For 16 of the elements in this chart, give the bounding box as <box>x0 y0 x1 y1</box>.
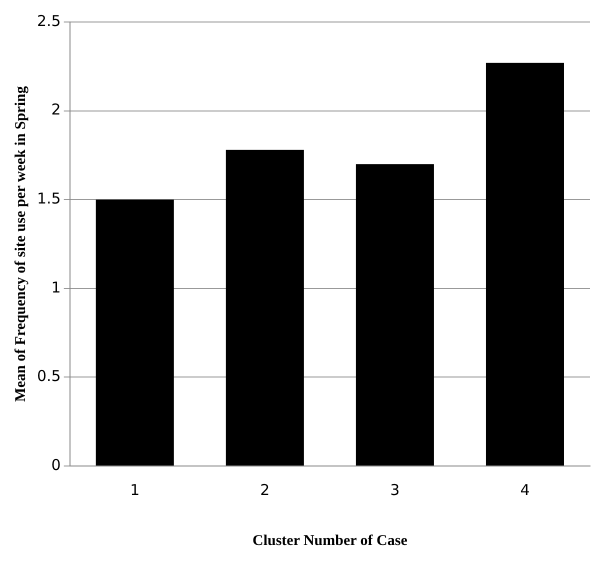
y-axis-title: Mean of Frequency of site use per week in Spring <box>12 86 29 402</box>
y-tick-label: 0.5 <box>36 367 61 386</box>
y-tick-label: 2.5 <box>36 12 61 30</box>
x-axis-title: Cluster Number of Case <box>252 532 408 549</box>
x-tick-label: 4 <box>520 480 530 499</box>
y-tick-label: 1 <box>51 278 61 296</box>
y-tick-label: 2 <box>51 100 61 119</box>
bar <box>486 62 564 466</box>
y-tick-label: 1.5 <box>36 189 61 208</box>
bar <box>226 150 304 466</box>
bar <box>356 164 434 466</box>
x-tick-label: 2 <box>260 480 270 499</box>
bar <box>96 200 174 466</box>
x-tick-label: 3 <box>390 480 400 499</box>
y-tick-label: 0 <box>51 456 61 474</box>
x-tick-label: 1 <box>130 480 140 499</box>
